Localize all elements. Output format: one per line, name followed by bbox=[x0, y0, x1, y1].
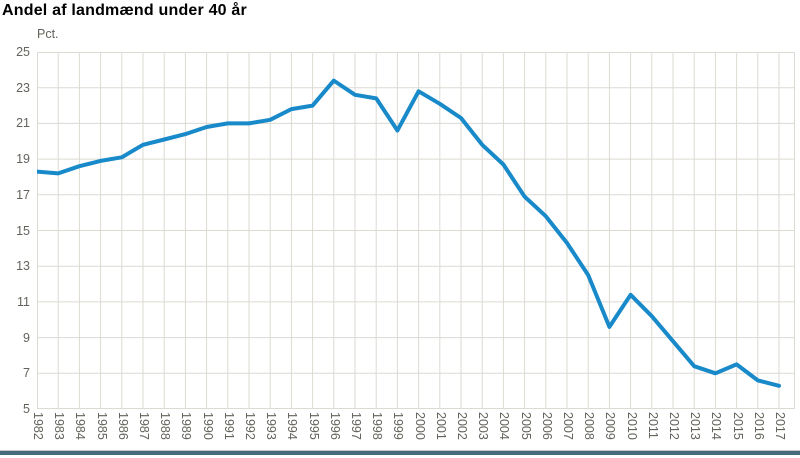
x-axis-tick-label: 1997 bbox=[349, 412, 363, 440]
x-axis-tick-label: 2006 bbox=[539, 412, 554, 440]
y-axis-tick-label: 11 bbox=[17, 294, 30, 309]
x-axis-tick-label: 2000 bbox=[412, 412, 427, 440]
x-axis-tick-label: 1995 bbox=[306, 412, 321, 440]
x-axis-tick-label: 1987 bbox=[137, 412, 151, 440]
y-axis-tick-label: 23 bbox=[16, 80, 30, 95]
x-axis-tick-label: 1992 bbox=[243, 412, 257, 440]
x-axis-tick-label: 1993 bbox=[264, 412, 279, 440]
x-axis-tick-label: 1983 bbox=[52, 412, 67, 440]
data-line-series bbox=[37, 78, 781, 388]
x-axis-tick-label: 1988 bbox=[158, 412, 173, 440]
x-axis-tick-label: 2012 bbox=[667, 412, 681, 440]
bottom-border bbox=[0, 450, 800, 455]
x-axis-tick-label: 2017 bbox=[773, 412, 787, 440]
y-axis-tick-label: 17 bbox=[16, 187, 30, 202]
y-axis-tick-label: 7 bbox=[23, 366, 30, 381]
y-axis-tick-label: 13 bbox=[16, 259, 30, 274]
x-axis-tick-label: 2015 bbox=[730, 412, 745, 440]
y-axis-tick-label: 25 bbox=[16, 45, 30, 59]
y-axis-tick-label: 9 bbox=[23, 330, 30, 345]
x-axis-tick-label: 2003 bbox=[476, 412, 491, 440]
x-axis-tick-label: 1998 bbox=[370, 412, 385, 440]
x-axis-tick-label: 1984 bbox=[73, 412, 88, 440]
x-axis-tick-label: 1989 bbox=[179, 412, 194, 440]
y-axis-tick-label: 21 bbox=[16, 116, 30, 131]
x-axis-tick-label: 1982 bbox=[31, 412, 45, 440]
x-axis-tick-label: 2007 bbox=[561, 412, 575, 440]
x-axis-tick-label: 2004 bbox=[497, 412, 512, 440]
y-axis-tick-label: 5 bbox=[23, 402, 30, 416]
x-axis-tick-label: 1991 bbox=[221, 412, 236, 440]
x-axis-tick-label: 2014 bbox=[709, 412, 724, 440]
x-axis-tick-label: 2011 bbox=[645, 412, 660, 439]
y-axis-tick-label: 15 bbox=[16, 223, 30, 238]
x-axis-tick-label: 2013 bbox=[688, 412, 703, 440]
x-axis-tick-label: 1994 bbox=[285, 412, 300, 440]
x-axis-tick-label: 2009 bbox=[603, 412, 618, 440]
x-axis-tick-label: 2001 bbox=[433, 412, 448, 440]
x-axis-tick-label: 2005 bbox=[518, 412, 533, 440]
y-axis-unit-label: Pct. bbox=[37, 27, 59, 41]
x-axis-tick-label: 1986 bbox=[115, 412, 130, 440]
x-axis-tick-label: 1999 bbox=[391, 412, 406, 440]
y-axis-tick-label: 19 bbox=[16, 152, 30, 167]
x-axis-tick-label: 1985 bbox=[94, 412, 109, 440]
x-axis-tick-label: 2010 bbox=[624, 412, 639, 440]
x-axis-tick-label: 2002 bbox=[455, 412, 469, 440]
plot-area bbox=[37, 52, 795, 409]
x-axis-tick-label: 2016 bbox=[751, 412, 766, 440]
x-axis-tick-label: 1990 bbox=[200, 412, 215, 440]
chart-title: Andel af landmænd under 40 år bbox=[2, 2, 247, 19]
x-axis-tick-label: 1996 bbox=[327, 412, 342, 440]
x-axis-tick-label: 2008 bbox=[582, 412, 597, 440]
